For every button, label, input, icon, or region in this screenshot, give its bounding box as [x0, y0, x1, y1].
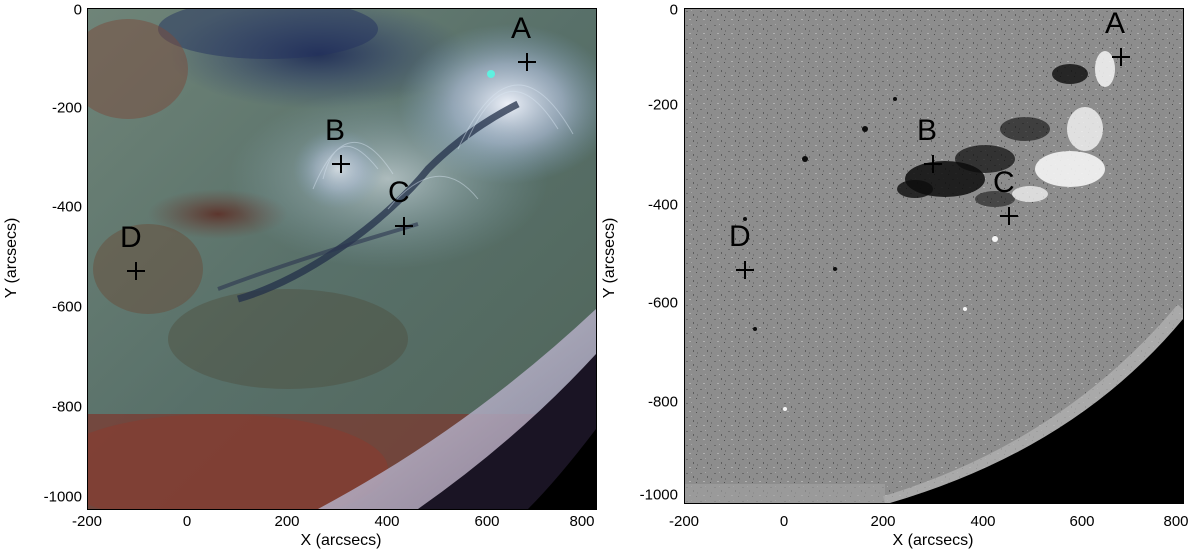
marker-c-label: C: [388, 176, 410, 209]
y-tick: -600: [647, 294, 678, 312]
y-tick: -1000: [43, 488, 82, 506]
marker-d-cross: [736, 261, 754, 279]
y-tick: -600: [51, 298, 82, 316]
x-tick: 400: [374, 513, 400, 530]
x-tick: 0: [779, 513, 789, 530]
y-axis-label: Y (arcsecs): [601, 217, 618, 299]
x-tick: 200: [870, 513, 896, 530]
marker-c-cross: [1000, 207, 1018, 225]
euv-image: A B C D: [87, 8, 597, 510]
magnetogram-panel: A B C D 0 -200 -400 -600 -800 -1000 -200…: [600, 0, 1200, 558]
x-tick: 0: [182, 513, 192, 530]
x-tick: 800: [569, 513, 595, 530]
marker-a-cross: [1112, 48, 1130, 66]
magnetogram-image: A B C D: [684, 8, 1184, 504]
marker-a-label: A: [511, 12, 532, 45]
marker-a-label: A: [1105, 8, 1126, 40]
y-tick: -200: [51, 99, 82, 117]
marker-b-cross: [332, 155, 350, 173]
y-axis-label: Y (arcsecs): [3, 217, 20, 299]
x-axis-label: X (arcsecs): [892, 532, 974, 549]
magnetogram-image-svg: [685, 9, 1183, 503]
marker-b-label: B: [917, 114, 938, 147]
y-tick: 0: [73, 1, 82, 19]
x-tick: 400: [970, 513, 996, 530]
euv-image-svg: [88, 9, 596, 509]
marker-c-label: C: [993, 166, 1015, 199]
y-tick: -400: [51, 198, 82, 216]
x-tick: 600: [474, 513, 500, 530]
marker-d-label: D: [120, 221, 142, 254]
marker-d-label: D: [729, 220, 751, 253]
x-axis-label: X (arcsecs): [300, 532, 382, 549]
x-tick: -200: [668, 513, 700, 530]
x-tick: 800: [1163, 513, 1189, 530]
euv-panel: A B C D 0 -200 -400 -600 -800 -1000 -200…: [3, 1, 597, 549]
marker-b-cross: [924, 155, 942, 173]
x-tick: 600: [1069, 513, 1095, 530]
y-tick: -1000: [639, 486, 678, 504]
y-tick: -800: [647, 393, 678, 411]
marker-d-cross: [127, 262, 145, 280]
x-tick: 200: [274, 513, 300, 530]
marker-a-cross: [518, 53, 536, 71]
y-tick: -800: [51, 398, 82, 416]
y-tick: -400: [647, 196, 678, 214]
marker-c-cross: [395, 217, 413, 235]
y-tick: 0: [669, 1, 678, 19]
y-tick: -200: [647, 96, 678, 114]
x-tick: -200: [71, 513, 103, 530]
marker-b-label: B: [325, 114, 346, 147]
